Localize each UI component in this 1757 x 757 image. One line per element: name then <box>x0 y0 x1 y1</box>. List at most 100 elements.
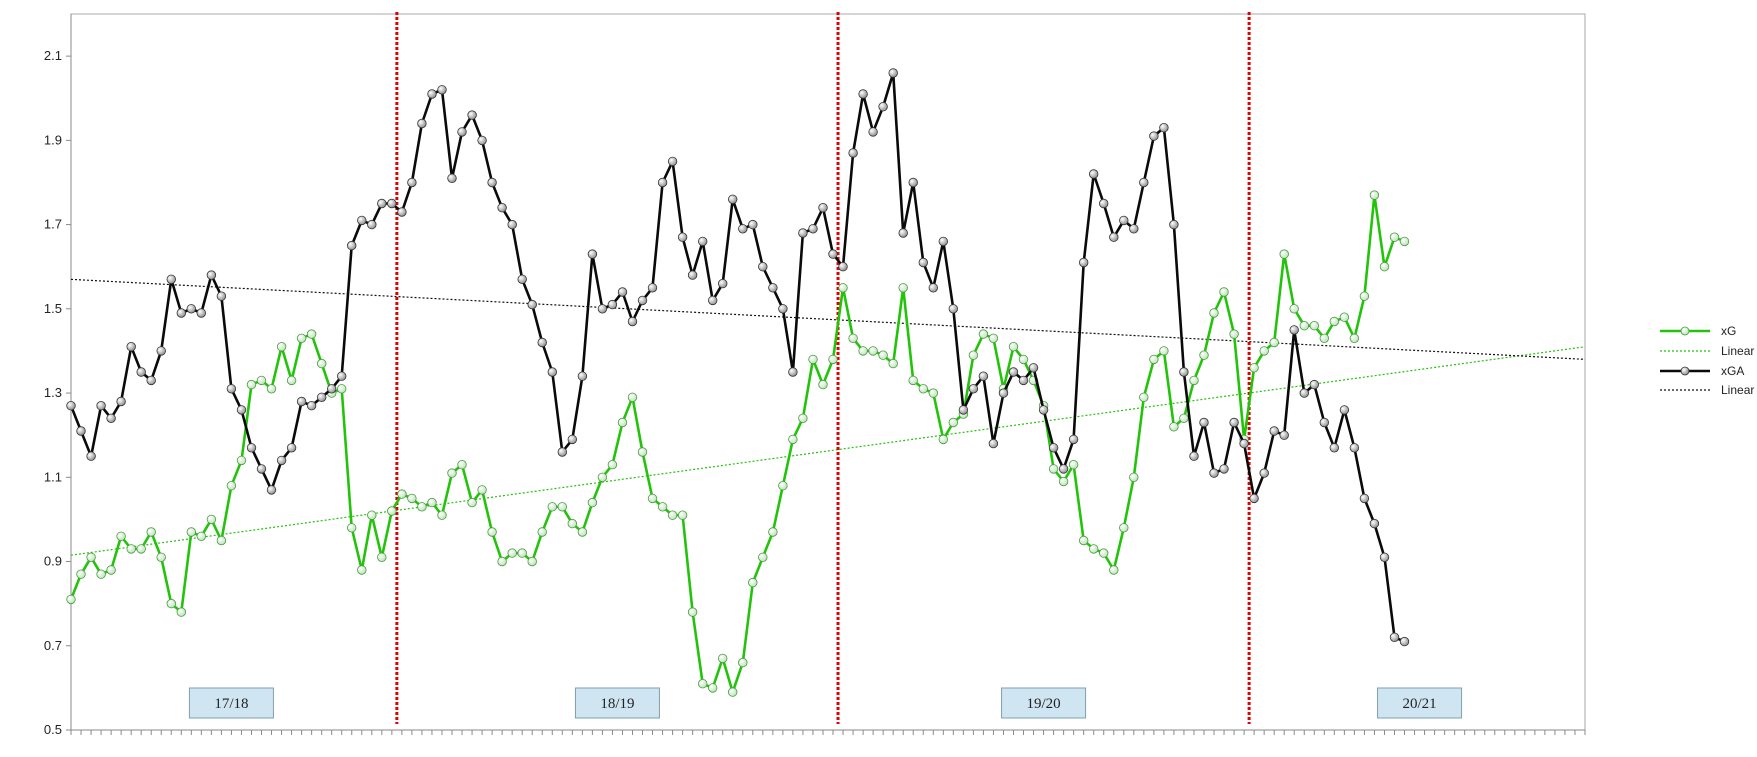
point-xg <box>938 434 949 445</box>
y-tick-label: 0.5 <box>44 722 62 737</box>
point-xg <box>447 468 457 478</box>
point-xg <box>66 594 76 605</box>
point-xga <box>427 89 437 99</box>
point-xga <box>156 346 166 356</box>
series-line-xga <box>69 71 1406 643</box>
point-xg <box>657 502 668 512</box>
legend-label: xGA <box>1721 364 1744 378</box>
point-xg <box>1259 346 1269 356</box>
point-xg <box>1349 333 1360 344</box>
point-xga <box>728 194 738 205</box>
point-xg <box>547 502 558 512</box>
point-xg <box>577 527 588 537</box>
point-xga <box>136 367 146 377</box>
point-xg <box>698 679 708 689</box>
point-xga <box>1078 257 1089 268</box>
point-xg <box>437 510 447 520</box>
point-xg <box>637 447 648 457</box>
point-xga <box>266 485 277 495</box>
point-xg <box>266 384 277 394</box>
point-xga <box>908 177 918 188</box>
point-xga <box>1339 405 1350 415</box>
point-xg <box>1279 249 1289 259</box>
point-xga <box>667 156 678 167</box>
point-xg <box>587 497 598 508</box>
point-xga <box>1219 464 1229 474</box>
y-tick-label: 0.7 <box>44 638 62 653</box>
point-xga <box>96 401 106 411</box>
legend-marker <box>1680 326 1690 336</box>
point-xg <box>236 455 247 466</box>
point-xg <box>337 384 347 394</box>
point-xg <box>738 657 748 668</box>
point-xg <box>778 481 788 491</box>
season-label: 19/20 <box>1026 696 1060 712</box>
trendline-xg <box>70 346 1586 556</box>
point-xga <box>296 396 307 407</box>
season-box: 20/21 <box>1377 687 1463 719</box>
series-layer <box>66 68 1410 697</box>
legend-item: xGA <box>1660 364 1744 378</box>
point-xga <box>417 118 427 129</box>
point-xga <box>1068 434 1079 445</box>
point-xg <box>557 502 568 512</box>
point-xga <box>1048 443 1059 453</box>
point-xg <box>1129 472 1139 483</box>
point-xg <box>1399 236 1410 247</box>
point-xg <box>838 283 848 293</box>
point-xga <box>357 215 367 226</box>
point-xga <box>517 274 527 285</box>
point-xga <box>1299 388 1310 398</box>
point-xg <box>377 552 387 563</box>
point-xg <box>1229 329 1239 339</box>
point-xg <box>1369 190 1380 200</box>
point-xg <box>517 548 527 558</box>
point-xga <box>1349 443 1360 453</box>
point-xg <box>627 392 638 403</box>
season-label: 18/19 <box>600 696 634 712</box>
point-xga <box>1389 632 1400 643</box>
point-xga <box>677 232 688 242</box>
point-xga <box>1098 198 1109 209</box>
point-xg <box>397 489 407 499</box>
point-xga <box>748 219 758 230</box>
point-xg <box>537 527 547 537</box>
point-xg <box>828 354 838 365</box>
point-xga <box>256 464 267 474</box>
point-xga <box>337 371 347 381</box>
point-xga <box>657 177 668 188</box>
point-xga <box>868 127 878 137</box>
point-xg <box>467 497 477 508</box>
point-xg <box>858 346 868 356</box>
point-xg <box>106 565 116 575</box>
point-xga <box>437 85 447 95</box>
point-xg <box>317 358 327 369</box>
point-xga <box>286 443 297 453</box>
point-xg <box>286 375 297 386</box>
point-xga <box>1088 169 1099 179</box>
point-xg <box>1329 316 1340 327</box>
point-xg <box>918 384 929 394</box>
point-xg <box>1008 342 1019 352</box>
point-xg <box>1189 375 1199 386</box>
season-box-bg <box>188 687 274 719</box>
season-box: 17/18 <box>188 687 274 719</box>
season-box: 19/20 <box>1001 687 1087 719</box>
season-label: 20/21 <box>1402 696 1436 712</box>
point-xg <box>898 283 908 293</box>
y-tick-label: 0.9 <box>44 554 62 569</box>
point-xga <box>1018 375 1029 386</box>
trendline-xga <box>70 278 1586 360</box>
point-xg <box>748 577 758 588</box>
point-xga <box>126 342 136 352</box>
point-xg <box>1389 232 1400 242</box>
point-xg <box>647 493 658 504</box>
point-xg <box>818 379 828 390</box>
point-xga <box>146 375 156 386</box>
point-xga <box>768 283 778 293</box>
point-xga <box>196 308 207 318</box>
point-xg <box>1149 354 1159 365</box>
point-xg <box>928 388 939 398</box>
point-xg <box>1309 321 1320 331</box>
